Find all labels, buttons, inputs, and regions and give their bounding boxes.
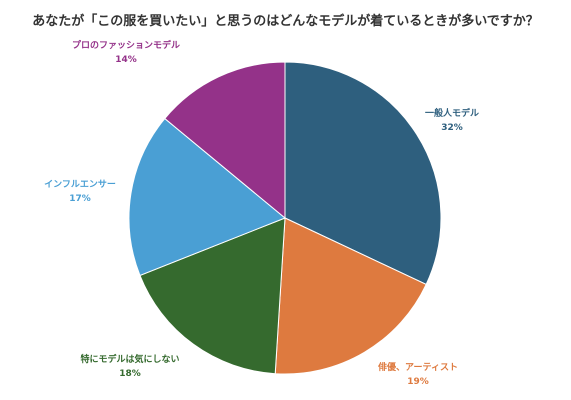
slice-value-1: 32% bbox=[441, 123, 463, 133]
slice-label-1: 一般人モデル bbox=[425, 107, 479, 119]
pie-slice-4 bbox=[128, 117, 286, 277]
slice-label-3: 特にモデルは気にしない bbox=[80, 353, 179, 365]
pie-slices bbox=[128, 61, 442, 375]
slice-label-4: インフルエンサー bbox=[44, 179, 116, 190]
slice-label-5: プロのファッションモデル bbox=[72, 39, 180, 51]
chart-title: あなたが「この服を買いたい」と思うのはどんなモデルが着ているときが多いですか？ bbox=[32, 14, 539, 29]
pie-labels: 一般人モデル 32% 俳優、アーティスト 19% 特にモデルは気にしない 18% インフルエ… bbox=[44, 39, 479, 387]
pie-slice-2 bbox=[274, 217, 427, 375]
pie-slice-1 bbox=[284, 61, 442, 286]
slice-value-4: 17% bbox=[69, 194, 91, 204]
slice-value-5: 14% bbox=[115, 55, 137, 65]
pie-slice-5 bbox=[164, 61, 286, 220]
pie-slice-3 bbox=[139, 217, 286, 375]
slice-value-2: 19% bbox=[407, 377, 429, 387]
slice-value-3: 18% bbox=[119, 369, 141, 379]
slice-label-2: 俳優、アーティスト bbox=[378, 361, 458, 373]
